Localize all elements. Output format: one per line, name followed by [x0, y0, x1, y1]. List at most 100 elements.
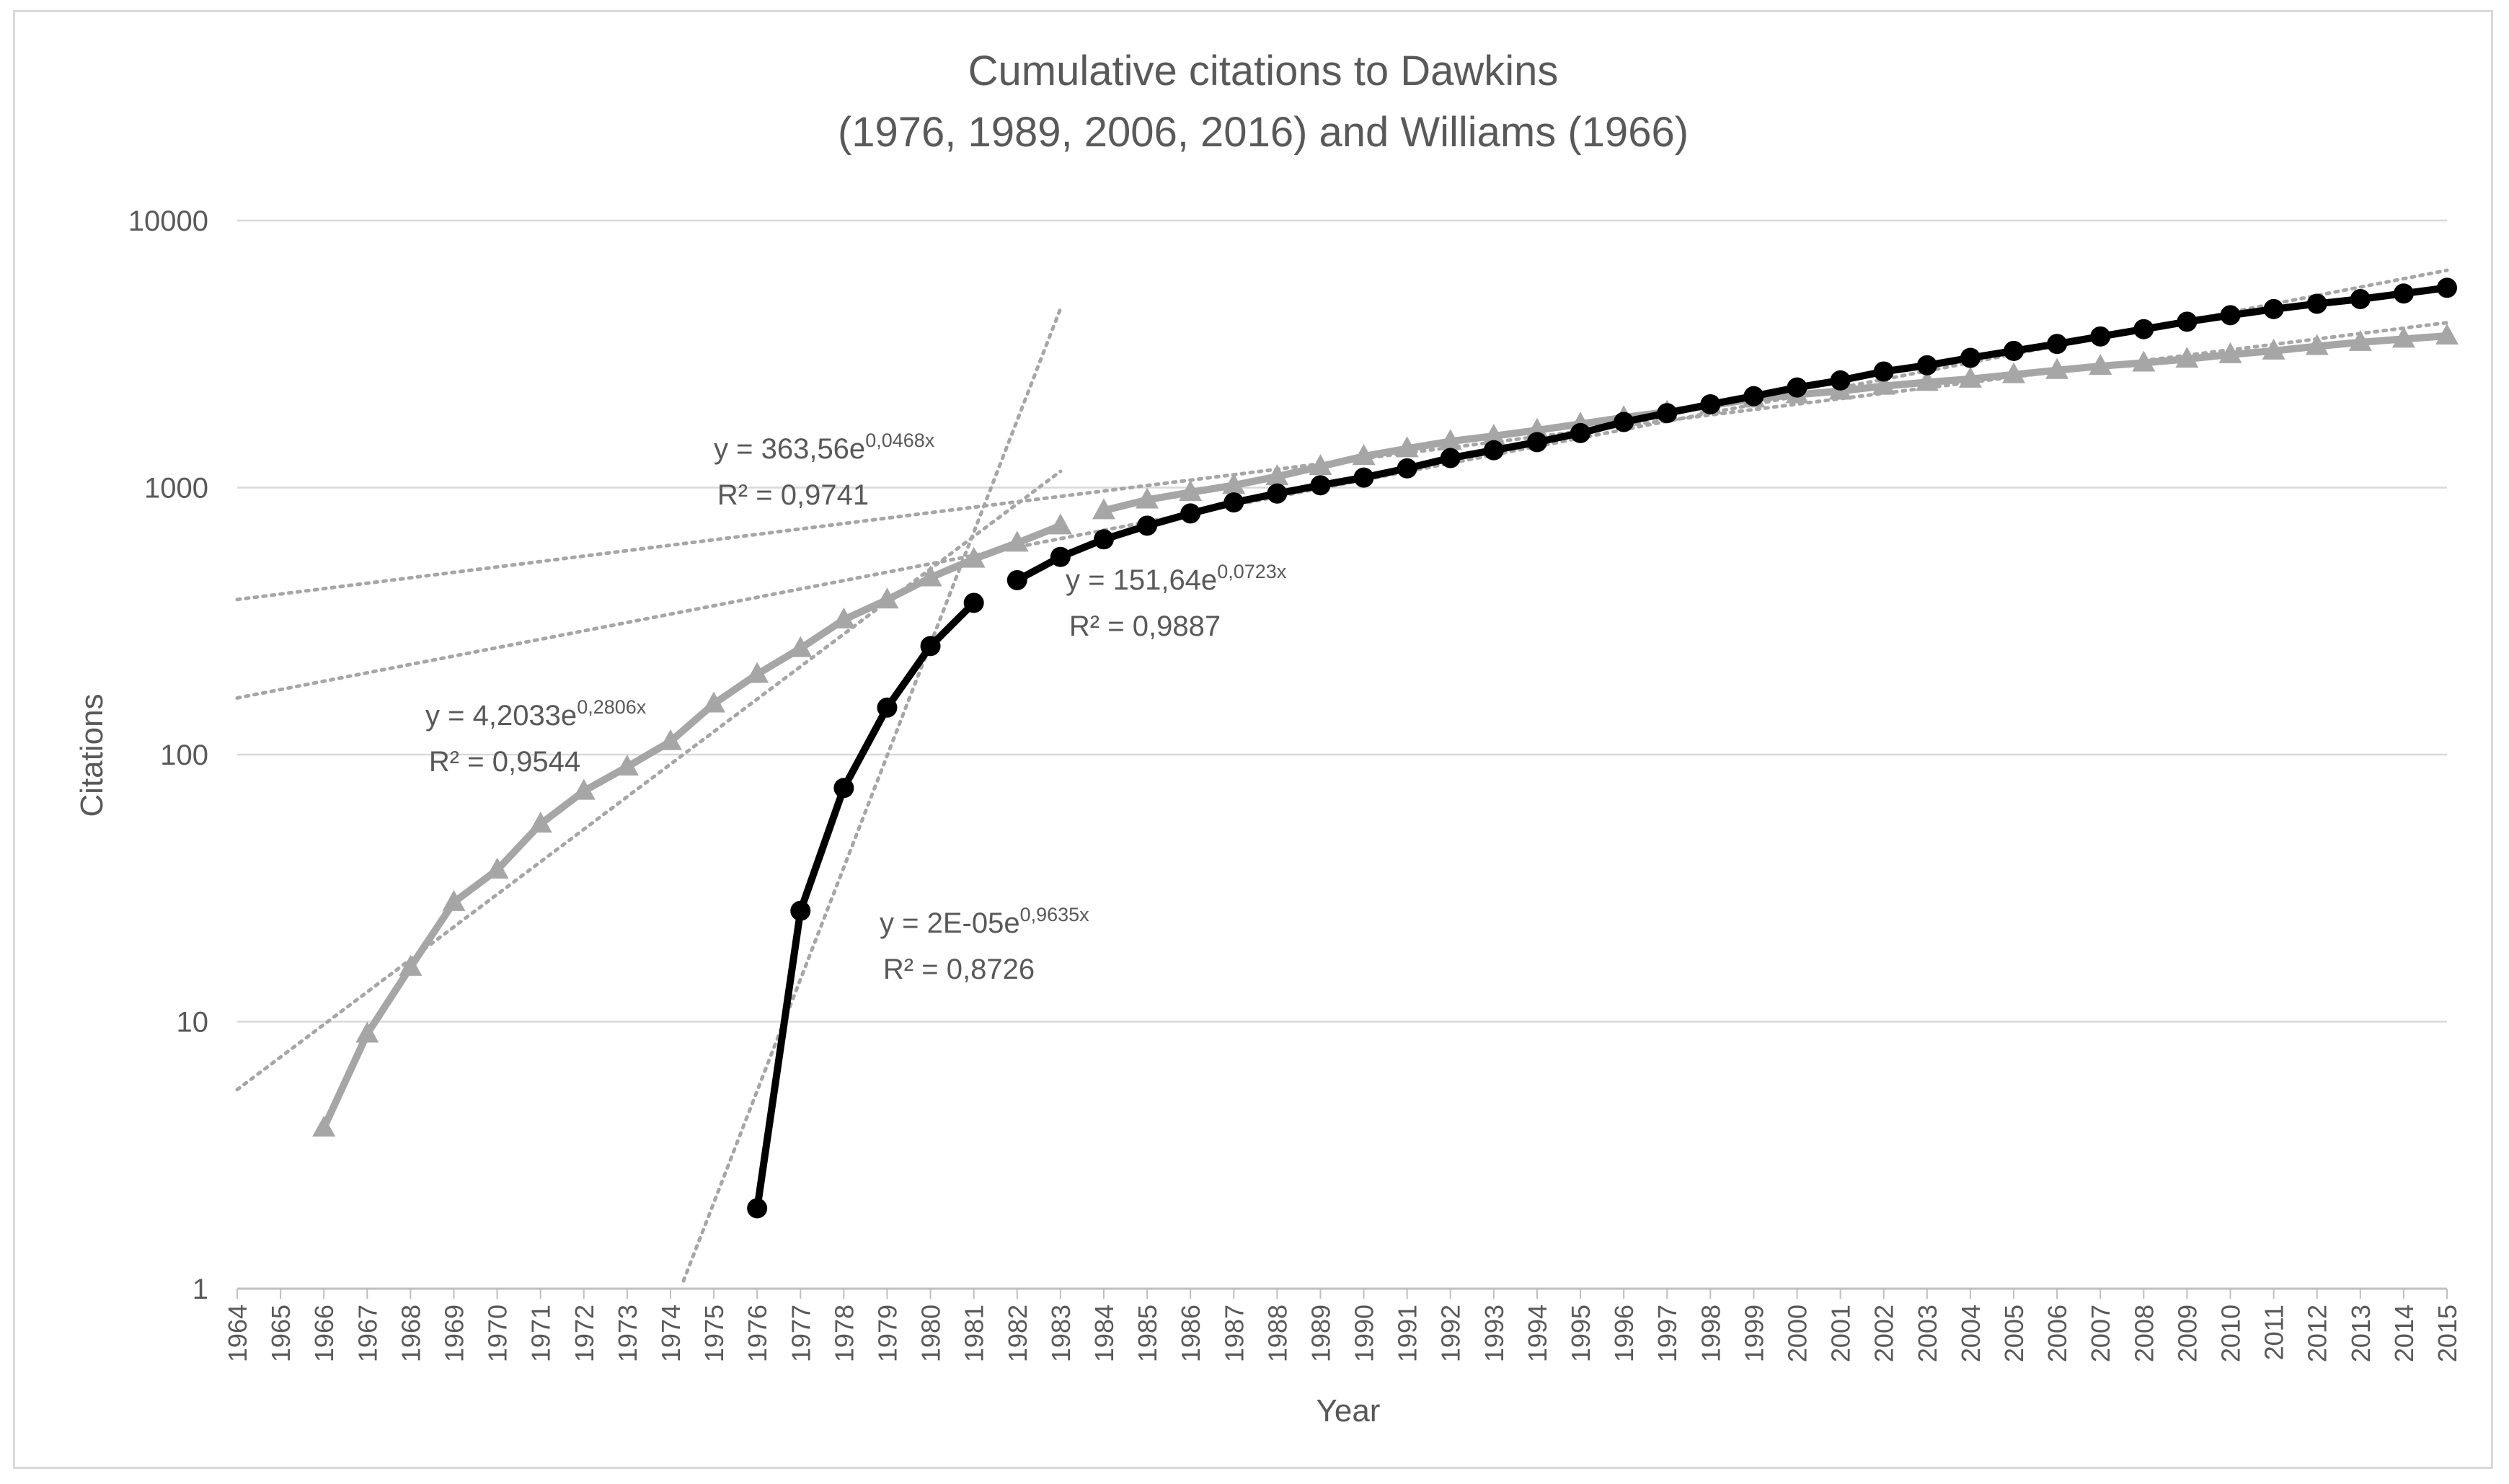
x-tick-label: 1973 — [613, 1305, 642, 1362]
data-point — [1526, 432, 1547, 453]
trendline-equation: y = 363,56e0,0468x — [714, 430, 935, 465]
trendline — [235, 469, 1063, 1092]
x-tick-label: 2006 — [2043, 1305, 2072, 1362]
data-point — [2391, 326, 2415, 348]
data-point — [355, 1021, 379, 1043]
data-point — [2393, 283, 2414, 304]
x-tick-label: 2015 — [2433, 1305, 2462, 1362]
data-series — [312, 277, 2459, 1219]
series-line — [1015, 284, 2448, 584]
x-tick-label: 1970 — [483, 1305, 513, 1362]
trendline-r-squared: R² = 0,9544 — [429, 746, 580, 778]
data-point — [2306, 293, 2327, 314]
data-point — [963, 592, 984, 613]
data-point — [442, 889, 466, 911]
trendline-r-squared: R² = 0,9741 — [717, 479, 869, 511]
data-point — [2350, 288, 2371, 309]
series-line — [320, 522, 1062, 1129]
x-tick-label: 1991 — [1393, 1305, 1422, 1362]
y-tick-label: 1 — [193, 1274, 208, 1305]
data-point — [1916, 355, 1937, 376]
data-point — [1353, 467, 1374, 488]
data-point — [919, 565, 942, 587]
data-point — [1048, 513, 1072, 535]
x-tick-label: 2007 — [2086, 1305, 2115, 1362]
data-point — [2089, 353, 2112, 375]
x-tick-label: 1983 — [1046, 1305, 1076, 1362]
data-point — [1830, 370, 1851, 391]
y-tick-label: 10 — [177, 1007, 209, 1039]
data-point — [1743, 386, 1764, 406]
data-point — [789, 636, 813, 657]
data-point — [1222, 473, 1246, 494]
x-tick-label: 1965 — [266, 1305, 296, 1362]
x-tick-label: 1979 — [872, 1305, 902, 1362]
data-point — [528, 812, 552, 833]
data-point — [1309, 454, 1332, 476]
data-point — [1482, 423, 1505, 445]
x-tick-label: 1985 — [1133, 1305, 1162, 1362]
x-tick-label: 1996 — [1609, 1305, 1639, 1362]
data-point — [2305, 334, 2329, 355]
data-point — [1397, 458, 1417, 479]
data-point — [485, 857, 509, 879]
data-point — [875, 587, 899, 609]
data-point — [1438, 429, 1462, 450]
series-line — [753, 600, 977, 1209]
y-tick-label: 10000 — [128, 205, 208, 237]
data-point — [2133, 319, 2154, 339]
chart-title-line-1: Cumulative citations to Dawkins — [968, 48, 1559, 94]
x-tick-label: 1999 — [1739, 1305, 1769, 1362]
x-tick-label: 1968 — [396, 1305, 425, 1362]
x-tick-label: 1966 — [309, 1305, 339, 1362]
data-point — [1005, 530, 1029, 552]
data-point — [1915, 370, 1939, 391]
x-tick-label: 1981 — [960, 1305, 989, 1362]
x-tick-label: 2002 — [1869, 1305, 1899, 1362]
data-point — [1960, 347, 1981, 368]
data-point — [2348, 329, 2372, 351]
x-tick-label: 1967 — [353, 1305, 382, 1362]
x-tick-label: 1969 — [439, 1305, 469, 1362]
data-point — [1570, 422, 1591, 443]
data-point — [2263, 298, 2284, 319]
trendline-equation: y = 4,2033e0,2806x — [425, 696, 647, 732]
data-point — [1787, 377, 1807, 398]
data-point — [1006, 569, 1027, 590]
x-axis-title: Year — [1317, 1393, 1381, 1429]
data-point — [833, 778, 854, 799]
x-tick-label: 1994 — [1523, 1305, 1552, 1362]
data-point — [832, 607, 856, 628]
x-tick-label: 2009 — [2172, 1305, 2202, 1362]
x-tick-label: 1984 — [1089, 1305, 1119, 1362]
data-point — [2437, 277, 2457, 298]
x-tick-label: 1998 — [1696, 1305, 1725, 1362]
data-point — [1352, 444, 1376, 466]
data-point — [2004, 340, 2025, 361]
data-point — [1614, 412, 1634, 432]
x-tick-label: 2013 — [2346, 1305, 2376, 1362]
data-point — [1872, 373, 1895, 395]
data-point — [399, 954, 422, 976]
x-tick-label: 2000 — [1783, 1305, 1813, 1362]
data-point — [1700, 394, 1721, 414]
trendline-equation: y = 151,64e0,0723x — [1066, 561, 1287, 596]
x-tick-label: 2010 — [2216, 1305, 2246, 1362]
chart-frame — [13, 10, 2493, 1469]
x-tick-label: 2011 — [2260, 1305, 2289, 1360]
data-point — [1265, 464, 1289, 486]
data-point — [2047, 334, 2068, 355]
chart-title: Cumulative citations to Dawkins (1976, 1… — [838, 48, 1689, 156]
x-tick-label: 1988 — [1262, 1305, 1292, 1362]
y-axis-title: Citations — [74, 693, 110, 817]
x-tick-label: 2012 — [2303, 1305, 2332, 1362]
data-point — [1483, 440, 1504, 461]
x-tick-label: 2004 — [1956, 1305, 1986, 1362]
x-tick-label: 1971 — [526, 1305, 556, 1362]
trendline-r-squared: R² = 0,8726 — [883, 954, 1035, 985]
data-point — [2132, 350, 2156, 372]
data-point — [1179, 480, 1203, 502]
data-point — [1136, 487, 1159, 509]
trendline-equation: y = 2E-05e0,9635x — [880, 904, 1089, 939]
